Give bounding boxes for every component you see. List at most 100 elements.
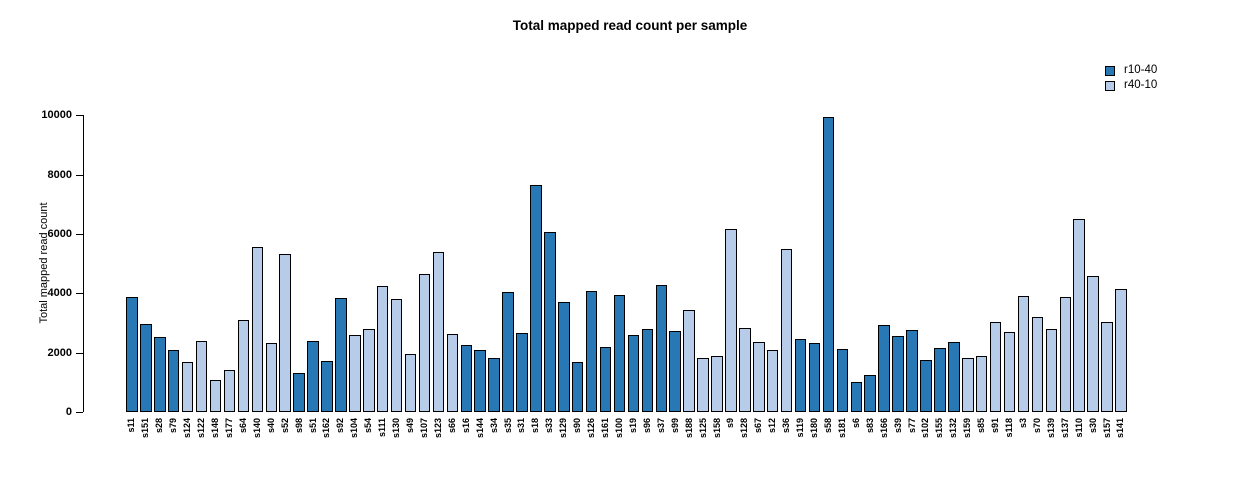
x-tick-label-s16: s16: [460, 418, 471, 434]
x-tick-label-s30: s30: [1087, 418, 1098, 434]
bar-s35: [502, 291, 514, 412]
y-axis-title: Total mapped read count: [38, 202, 50, 324]
bar-s77: [906, 330, 918, 412]
bar-s64: [237, 320, 250, 412]
x-tick-label-s107: s107: [418, 418, 429, 439]
x-tick-label-s140: s140: [251, 418, 262, 439]
y-tick-label: 2000: [47, 346, 72, 359]
bar-s18: [530, 185, 542, 412]
x-tick-label-s9: s9: [725, 418, 736, 429]
bar-s128: [739, 328, 751, 412]
x-tick-label-s35: s35: [502, 418, 513, 434]
bar-s30: [1087, 275, 1099, 412]
x-tick-label-s92: s92: [335, 418, 346, 434]
bar-s123: [432, 252, 445, 412]
x-tick-label-s67: s67: [753, 418, 764, 434]
x-tick-label-s130: s130: [391, 418, 402, 439]
bar-s67: [753, 341, 765, 412]
y-tick-label: 8000: [47, 168, 72, 181]
chart-title: Total mapped read count per sample: [512, 18, 748, 33]
x-tick-label-s188: s188: [683, 418, 694, 439]
x-tick-label-s37: s37: [655, 418, 666, 434]
x-tick-label-s54: s54: [363, 418, 374, 434]
bar-s28: [154, 336, 166, 412]
bar-s92: [335, 298, 347, 412]
bar-s85: [975, 355, 988, 412]
x-tick-label-s162: s162: [321, 418, 332, 439]
x-tick-label-s85: s85: [976, 418, 987, 434]
y-tick-label: 0: [65, 406, 72, 418]
x-tick-label-s129: s129: [558, 418, 569, 439]
bar-s180: [808, 343, 821, 412]
bar-s58: [822, 116, 835, 412]
y-axis-line: [83, 115, 84, 412]
bar-s96: [641, 328, 654, 412]
x-tick-label-s141: s141: [1115, 418, 1126, 439]
bar-s144: [474, 350, 486, 412]
legend-swatch-r10-40: [1105, 65, 1115, 76]
x-tick-label-s70: s70: [1031, 418, 1042, 434]
bar-s12: [766, 349, 779, 412]
x-tick-label-s144: s144: [474, 418, 485, 439]
x-tick-label-s110: s110: [1073, 418, 1084, 438]
bar-s162: [321, 360, 333, 412]
x-tick-label-s19: s19: [627, 418, 638, 434]
bar-s166: [878, 325, 890, 412]
bar-s148: [209, 380, 222, 412]
x-tick-label-s58: s58: [822, 418, 833, 434]
bar-s33: [544, 232, 556, 412]
legend: r10-40 r40-10: [1105, 63, 1157, 93]
bar-s99: [669, 330, 681, 412]
x-tick-label-s148: s148: [210, 418, 221, 439]
bar-s122: [195, 341, 208, 412]
x-tick-label-s151: s151: [140, 418, 151, 439]
legend-label-r40-10: r40-10: [1124, 79, 1158, 91]
bar-s31: [516, 333, 528, 412]
x-tick-label-s90: s90: [572, 418, 583, 434]
bar-s102: [920, 360, 932, 412]
x-tick-label-s111: s111: [377, 418, 388, 438]
x-tick-label-s64: s64: [237, 418, 248, 434]
y-tick: [76, 174, 83, 176]
y-tick: [76, 412, 83, 413]
x-tick-label-s34: s34: [488, 418, 499, 434]
bar-s54: [363, 328, 375, 412]
x-tick-label-s155: s155: [934, 418, 945, 439]
x-tick-label-s79: s79: [168, 418, 179, 434]
x-tick-label-s128: s128: [739, 418, 750, 439]
x-tick-label-s99: s99: [669, 418, 680, 434]
bar-s83: [864, 375, 876, 412]
y-tick: [76, 115, 83, 117]
bar-s36: [780, 249, 793, 412]
x-tick-label-s18: s18: [530, 418, 541, 434]
x-tick-label-s137: s137: [1059, 418, 1070, 439]
bar-s91: [989, 322, 1002, 412]
bar-s110: [1073, 219, 1085, 412]
bar-s49: [404, 353, 417, 412]
x-tick-label-s28: s28: [154, 418, 165, 434]
x-tick-label-s132: s132: [948, 418, 959, 439]
x-tick-label-s49: s49: [405, 418, 416, 434]
y-tick: [76, 293, 83, 295]
x-tick-label-s123: s123: [432, 418, 443, 439]
x-tick-label-s122: s122: [196, 418, 207, 439]
x-tick-label-s98: s98: [293, 418, 304, 434]
x-tick-label-s157: s157: [1101, 418, 1112, 439]
x-tick-label-s40: s40: [265, 418, 276, 434]
bar-s137: [1059, 296, 1071, 412]
bar-s130: [390, 299, 403, 412]
legend-swatch-r40-10: [1105, 80, 1115, 91]
bar-s141: [1115, 289, 1127, 412]
bar-s124: [181, 361, 194, 412]
x-tick-label-s77: s77: [906, 418, 917, 434]
bar-s158: [711, 355, 723, 412]
bar-s119: [794, 338, 807, 412]
x-tick-label-s6: s6: [850, 418, 861, 429]
bar-s40: [265, 343, 277, 412]
bar-s107: [418, 274, 431, 412]
x-tick-label-s124: s124: [182, 418, 193, 439]
bar-s118: [1003, 332, 1016, 412]
x-tick-label-s118: s118: [1004, 418, 1015, 438]
bar-s51: [307, 340, 319, 412]
